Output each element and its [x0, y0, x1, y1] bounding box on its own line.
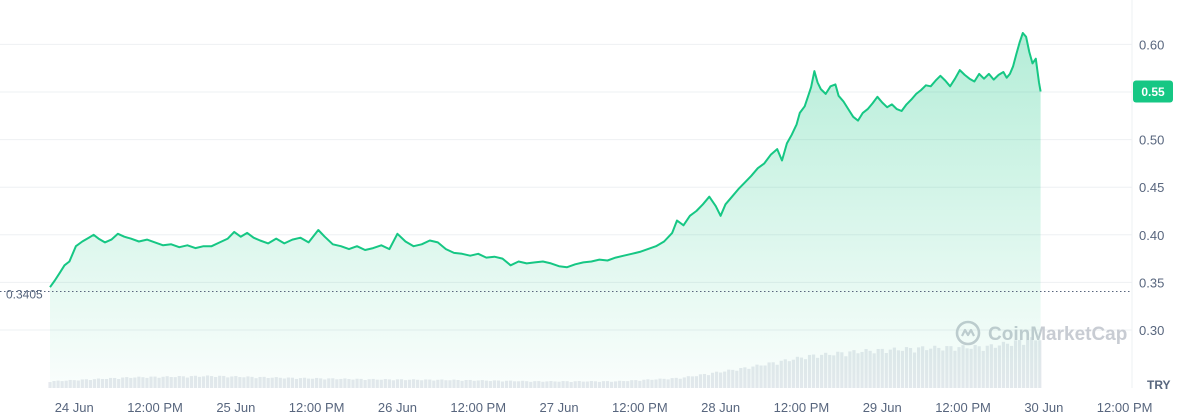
- x-axis: 24 Jun 12:00 PM 25 Jun 12:00 PM 26 Jun 12:00 …: [55, 400, 1153, 414]
- y-tick-label: 0.45: [1139, 180, 1164, 195]
- x-tick-label: 12:00 PM: [612, 400, 668, 414]
- x-tick-label: 30 Jun: [1024, 400, 1063, 414]
- x-tick-label: 12:00 PM: [127, 400, 183, 414]
- x-tick-label: 27 Jun: [540, 400, 579, 414]
- y-axis: 0.30 0.35 0.40 0.45 0.50 0.60: [1139, 37, 1164, 338]
- x-tick-label: 12:00 PM: [289, 400, 345, 414]
- y-tick-label: 0.50: [1139, 133, 1164, 148]
- price-line: [49, 32, 1042, 288]
- price-area: [50, 33, 1041, 388]
- currency-unit-label: TRY: [1147, 378, 1171, 392]
- x-tick-label: 12:00 PM: [450, 400, 506, 414]
- y-tick-label: 0.30: [1139, 323, 1164, 338]
- x-tick-label: 12:00 PM: [935, 400, 991, 414]
- y-tick-label: 0.40: [1139, 228, 1164, 243]
- reference-price-label: 0.3405: [6, 287, 43, 301]
- x-tick-label: 26 Jun: [378, 400, 417, 414]
- current-price-bg: [1133, 80, 1173, 103]
- x-tick-label: 25 Jun: [216, 400, 255, 414]
- x-tick-label: 28 Jun: [701, 400, 740, 414]
- x-tick-label: 24 Jun: [55, 400, 94, 414]
- current-price-label: 0.55: [1141, 85, 1165, 99]
- y-tick-label: 0.35: [1139, 275, 1164, 290]
- current-price-badge: 0.55: [1133, 80, 1173, 103]
- x-tick-label: 12:00 PM: [774, 400, 830, 414]
- x-tick-label: 12:00 PM: [1097, 400, 1153, 414]
- y-tick-label: 0.60: [1139, 37, 1164, 52]
- x-tick-label: 29 Jun: [863, 400, 902, 414]
